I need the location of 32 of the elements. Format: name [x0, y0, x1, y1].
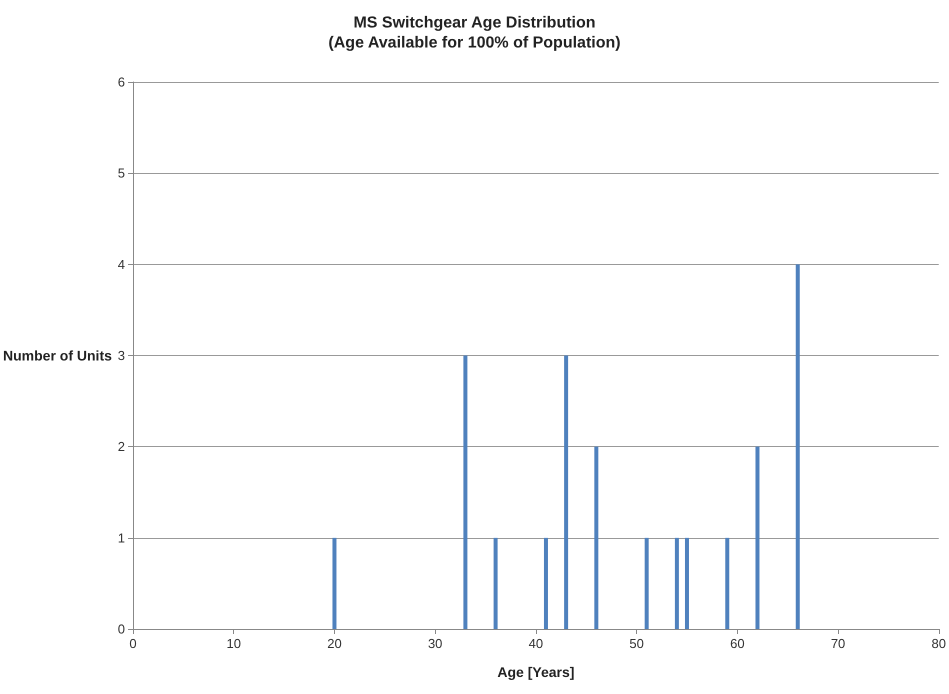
y-tick-label: 3: [118, 348, 126, 363]
bar: [564, 356, 568, 629]
y-tick-label: 2: [118, 439, 126, 454]
x-tick-label: 10: [226, 636, 241, 651]
x-tick-label: 60: [730, 636, 745, 651]
bar: [332, 538, 336, 629]
x-axis-title: Age [Years]: [497, 664, 574, 680]
y-tick-label: 1: [118, 530, 126, 546]
bar: [755, 446, 760, 629]
y-tick-label: 5: [118, 166, 126, 181]
bar: [644, 538, 649, 629]
bar: [463, 356, 468, 629]
x-tick-label: 80: [932, 636, 946, 651]
y-axis-title: Number of Units: [3, 348, 112, 364]
x-tick-label: 40: [528, 636, 544, 651]
chart-subtitle: (Age Available for 100% of Population): [328, 34, 621, 52]
y-tick-label: 0: [118, 622, 126, 636]
bar: [796, 264, 800, 629]
bar: [544, 538, 548, 629]
bar: [684, 538, 689, 629]
y-tick-label: 4: [118, 256, 126, 272]
bar: [594, 446, 598, 629]
chart-title: MS Switchgear Age Distribution: [353, 14, 596, 32]
bar: [494, 538, 498, 629]
y-tick-label: 6: [118, 74, 126, 90]
x-tick-label: 0: [129, 636, 137, 651]
x-tick-label: 70: [830, 636, 846, 651]
bar: [674, 538, 679, 629]
bar: [725, 538, 730, 629]
x-tick-label: 50: [629, 636, 644, 651]
x-tick-label: 30: [428, 636, 442, 651]
x-tick-label: 20: [327, 636, 342, 651]
